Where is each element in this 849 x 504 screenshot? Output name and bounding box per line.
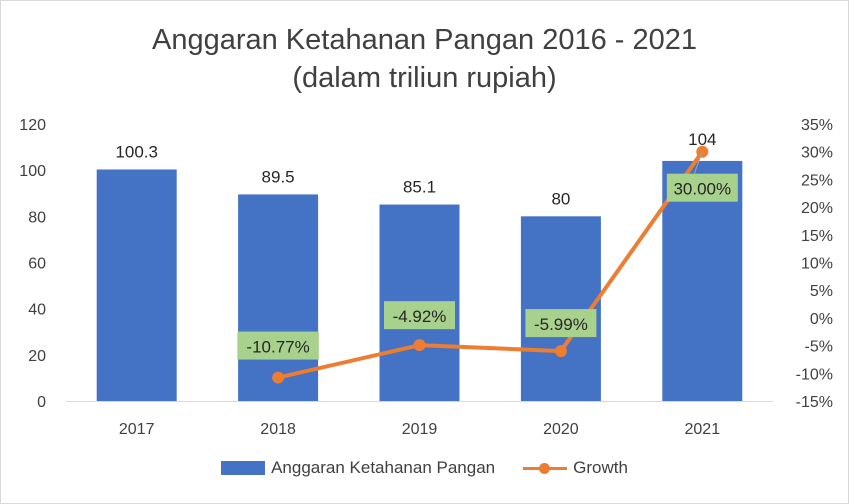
bar (238, 194, 319, 401)
x-tick-label: 2018 (260, 421, 296, 438)
y-left-tick-label: 80 (28, 209, 46, 226)
y-right-tick-label: 35% (801, 117, 833, 134)
y-left-tick-label: 60 (28, 256, 46, 273)
growth-data-label: 30.00% (673, 180, 731, 199)
y-left-tick-label: 0 (37, 394, 46, 411)
y-right-tick-label: 25% (801, 172, 833, 189)
growth-point (554, 345, 567, 358)
bar-data-label: 80 (551, 189, 570, 208)
legend-label-budget: Anggaran Ketahanan Pangan (271, 458, 496, 477)
growth-point (413, 339, 426, 352)
legend-item-budget: Anggaran Ketahanan Pangan (221, 458, 495, 478)
x-tick-label: 2020 (543, 421, 579, 438)
growth-label-box (237, 331, 319, 360)
legend: Anggaran Ketahanan Pangan Growth (0, 458, 849, 478)
x-tick-label: 2019 (402, 421, 438, 438)
growth-data-label: -4.92% (393, 307, 447, 326)
x-tick-label: 2017 (119, 421, 155, 438)
y-right-tick-label: 20% (801, 200, 833, 217)
bar (520, 216, 601, 401)
bar-data-label: 85.1 (403, 178, 436, 197)
y-right-tick-label: 10% (801, 256, 833, 273)
growth-point (272, 371, 285, 384)
y-left-tick-label: 100 (19, 163, 46, 180)
y-left-tick-label: 20 (28, 348, 46, 365)
legend-label-growth: Growth (573, 458, 628, 477)
y-right-tick-label: 15% (801, 228, 833, 245)
growth-label-box (666, 173, 738, 202)
bar-data-label: 104 (688, 130, 716, 149)
chart-title: Anggaran Ketahanan Pangan 2016 - 2021 (151, 24, 698, 56)
growth-line (277, 150, 704, 380)
y-right-tick-label: 30% (801, 145, 833, 162)
legend-item-growth: Growth (523, 458, 628, 478)
legend-line-swatch (523, 461, 568, 475)
growth-label-box (384, 301, 455, 330)
growth-data-label: -10.77% (246, 338, 309, 357)
y-left-tick-label: 40 (28, 302, 46, 319)
y-right-tick-label: -15% (796, 394, 833, 411)
x-tick-label: 2021 (685, 421, 721, 438)
chart-subtitle: (dalam triliun rupiah) (292, 62, 557, 94)
growth-data-label: -5.99% (534, 315, 588, 334)
y-right-tick-label: -10% (796, 366, 833, 383)
y-right-tick-label: 5% (810, 283, 833, 300)
growth-label-box (525, 309, 597, 338)
bar (96, 169, 177, 401)
y-right-tick-label: -5% (805, 339, 833, 356)
y-left-tick-label: 120 (19, 117, 46, 134)
bar-data-label: 100.3 (115, 142, 158, 161)
bar-data-label: 89.5 (262, 167, 295, 186)
y-right-tick-label: 0% (810, 311, 833, 328)
legend-bar-swatch (221, 461, 266, 475)
growth-label-leader (693, 151, 703, 174)
